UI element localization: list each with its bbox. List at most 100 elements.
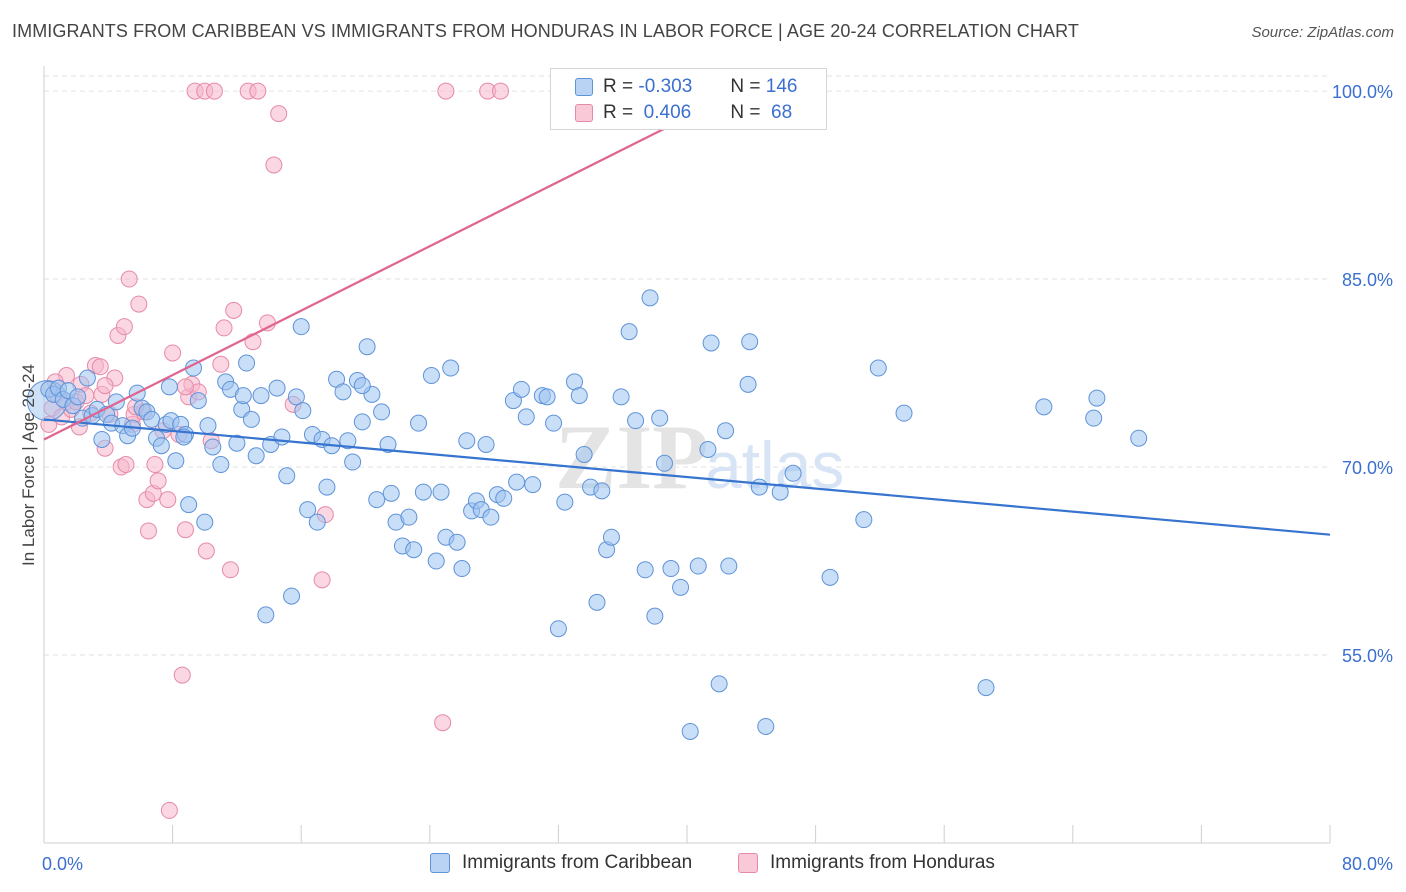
caribbean-point: [641, 289, 659, 307]
caribbean-swatch: [575, 78, 593, 96]
caribbean-point: [495, 489, 513, 507]
caribbean-point: [1035, 398, 1053, 416]
caribbean-point: [702, 334, 720, 352]
caribbean-point: [741, 333, 759, 351]
caribbean-point: [257, 606, 275, 624]
caribbean-point: [294, 402, 312, 420]
n-label: N =: [730, 76, 761, 97]
honduras-point: [149, 472, 167, 490]
caribbean-point: [422, 367, 440, 385]
caribbean-points: [26, 289, 1148, 740]
caribbean-point: [242, 410, 260, 428]
caribbean-point: [651, 409, 669, 427]
caribbean-point: [405, 541, 423, 559]
caribbean-point: [545, 414, 563, 432]
honduras-point: [91, 358, 109, 376]
legend-swatch-caribbean: [430, 853, 450, 873]
caribbean-point: [353, 377, 371, 395]
caribbean-point: [180, 496, 198, 514]
honduras-point: [313, 571, 331, 589]
caribbean-point: [646, 607, 664, 625]
caribbean-point: [442, 359, 460, 377]
x-tick-label: 0.0%: [42, 854, 83, 874]
caribbean-point: [152, 437, 170, 455]
caribbean-point: [627, 412, 645, 430]
caribbean-point: [353, 413, 371, 431]
y-tick-label: 55.0%: [1342, 646, 1393, 666]
tick-labels: 55.0% 70.0% 85.0% 100.0% 0.0% 80.0%: [42, 82, 1393, 874]
y-axis-label: In Labor Force | Age 20-24: [19, 364, 38, 566]
n-value: 146: [765, 76, 798, 97]
caribbean-point: [681, 722, 699, 740]
legend-item-caribbean: Immigrants from Caribbean: [430, 852, 692, 874]
caribbean-point: [524, 476, 542, 494]
caribbean-point: [414, 483, 432, 501]
honduras-point: [176, 378, 194, 396]
r-value: -0.303: [638, 76, 693, 97]
caribbean-point: [278, 467, 296, 485]
caribbean-point: [717, 422, 735, 440]
caribbean-point: [482, 508, 500, 526]
caribbean-point: [821, 568, 839, 586]
caribbean-point: [228, 434, 246, 452]
legend-label-honduras: Immigrants from Honduras: [770, 852, 995, 873]
caribbean-point: [379, 435, 397, 453]
caribbean-point: [556, 493, 574, 511]
caribbean-point: [612, 388, 630, 406]
caribbean-point: [204, 438, 222, 456]
legend-swatch-honduras: [738, 853, 758, 873]
caribbean-point: [699, 440, 717, 458]
caribbean-point: [268, 379, 286, 397]
caribbean-point: [299, 501, 317, 519]
caribbean-point: [292, 318, 310, 336]
n-value: 68: [765, 102, 793, 123]
y-tick-label: 70.0%: [1342, 458, 1393, 478]
stats-legend-row-honduras: R = 0.406 N = 68: [575, 101, 792, 125]
caribbean-point: [432, 483, 450, 501]
honduras-point: [492, 82, 510, 100]
honduras-point: [249, 82, 267, 100]
bottom-legend: Immigrants from Caribbean Immigrants fro…: [0, 850, 1406, 880]
r-value: 0.406: [638, 102, 692, 123]
r-label: R =: [603, 76, 634, 97]
caribbean-point: [339, 432, 357, 450]
caribbean-point: [538, 388, 556, 406]
caribbean-point: [400, 508, 418, 526]
caribbean-point: [69, 388, 87, 406]
caribbean-point: [636, 561, 654, 579]
honduras-point: [173, 666, 191, 684]
source-credit: Source: ZipAtlas.com: [1251, 24, 1394, 41]
honduras-point: [96, 377, 114, 395]
stats-legend-row-caribbean: R = -0.303 N = 146: [575, 75, 797, 99]
legend-item-honduras: Immigrants from Honduras: [738, 852, 995, 874]
caribbean-point: [750, 478, 768, 496]
caribbean-point: [212, 456, 230, 474]
honduras-point: [160, 801, 178, 819]
caribbean-point: [895, 404, 913, 422]
caribbean-point: [689, 557, 707, 575]
honduras-point: [212, 355, 230, 373]
caribbean-trend-line: [43, 418, 1331, 536]
caribbean-point: [477, 435, 495, 453]
caribbean-point: [655, 454, 673, 472]
honduras-point: [265, 156, 283, 174]
caribbean-point: [368, 491, 386, 509]
honduras-point: [139, 522, 157, 540]
caribbean-point: [252, 387, 270, 405]
caribbean-point: [199, 417, 217, 435]
caribbean-point: [517, 408, 535, 426]
caribbean-point: [720, 557, 738, 575]
honduras-point: [120, 270, 138, 288]
honduras-point: [437, 82, 455, 100]
caribbean-point: [410, 414, 428, 432]
caribbean-point: [334, 383, 352, 401]
honduras-point: [221, 561, 239, 579]
caribbean-point: [382, 484, 400, 502]
caribbean-point: [78, 369, 96, 387]
stats-legend: R = -0.303 N = 146 R = 0.406 N = 68: [550, 68, 827, 130]
trend-lines: [43, 71, 1331, 536]
caribbean-point: [512, 380, 530, 398]
caribbean-point: [757, 717, 775, 735]
caribbean-point: [448, 533, 466, 551]
